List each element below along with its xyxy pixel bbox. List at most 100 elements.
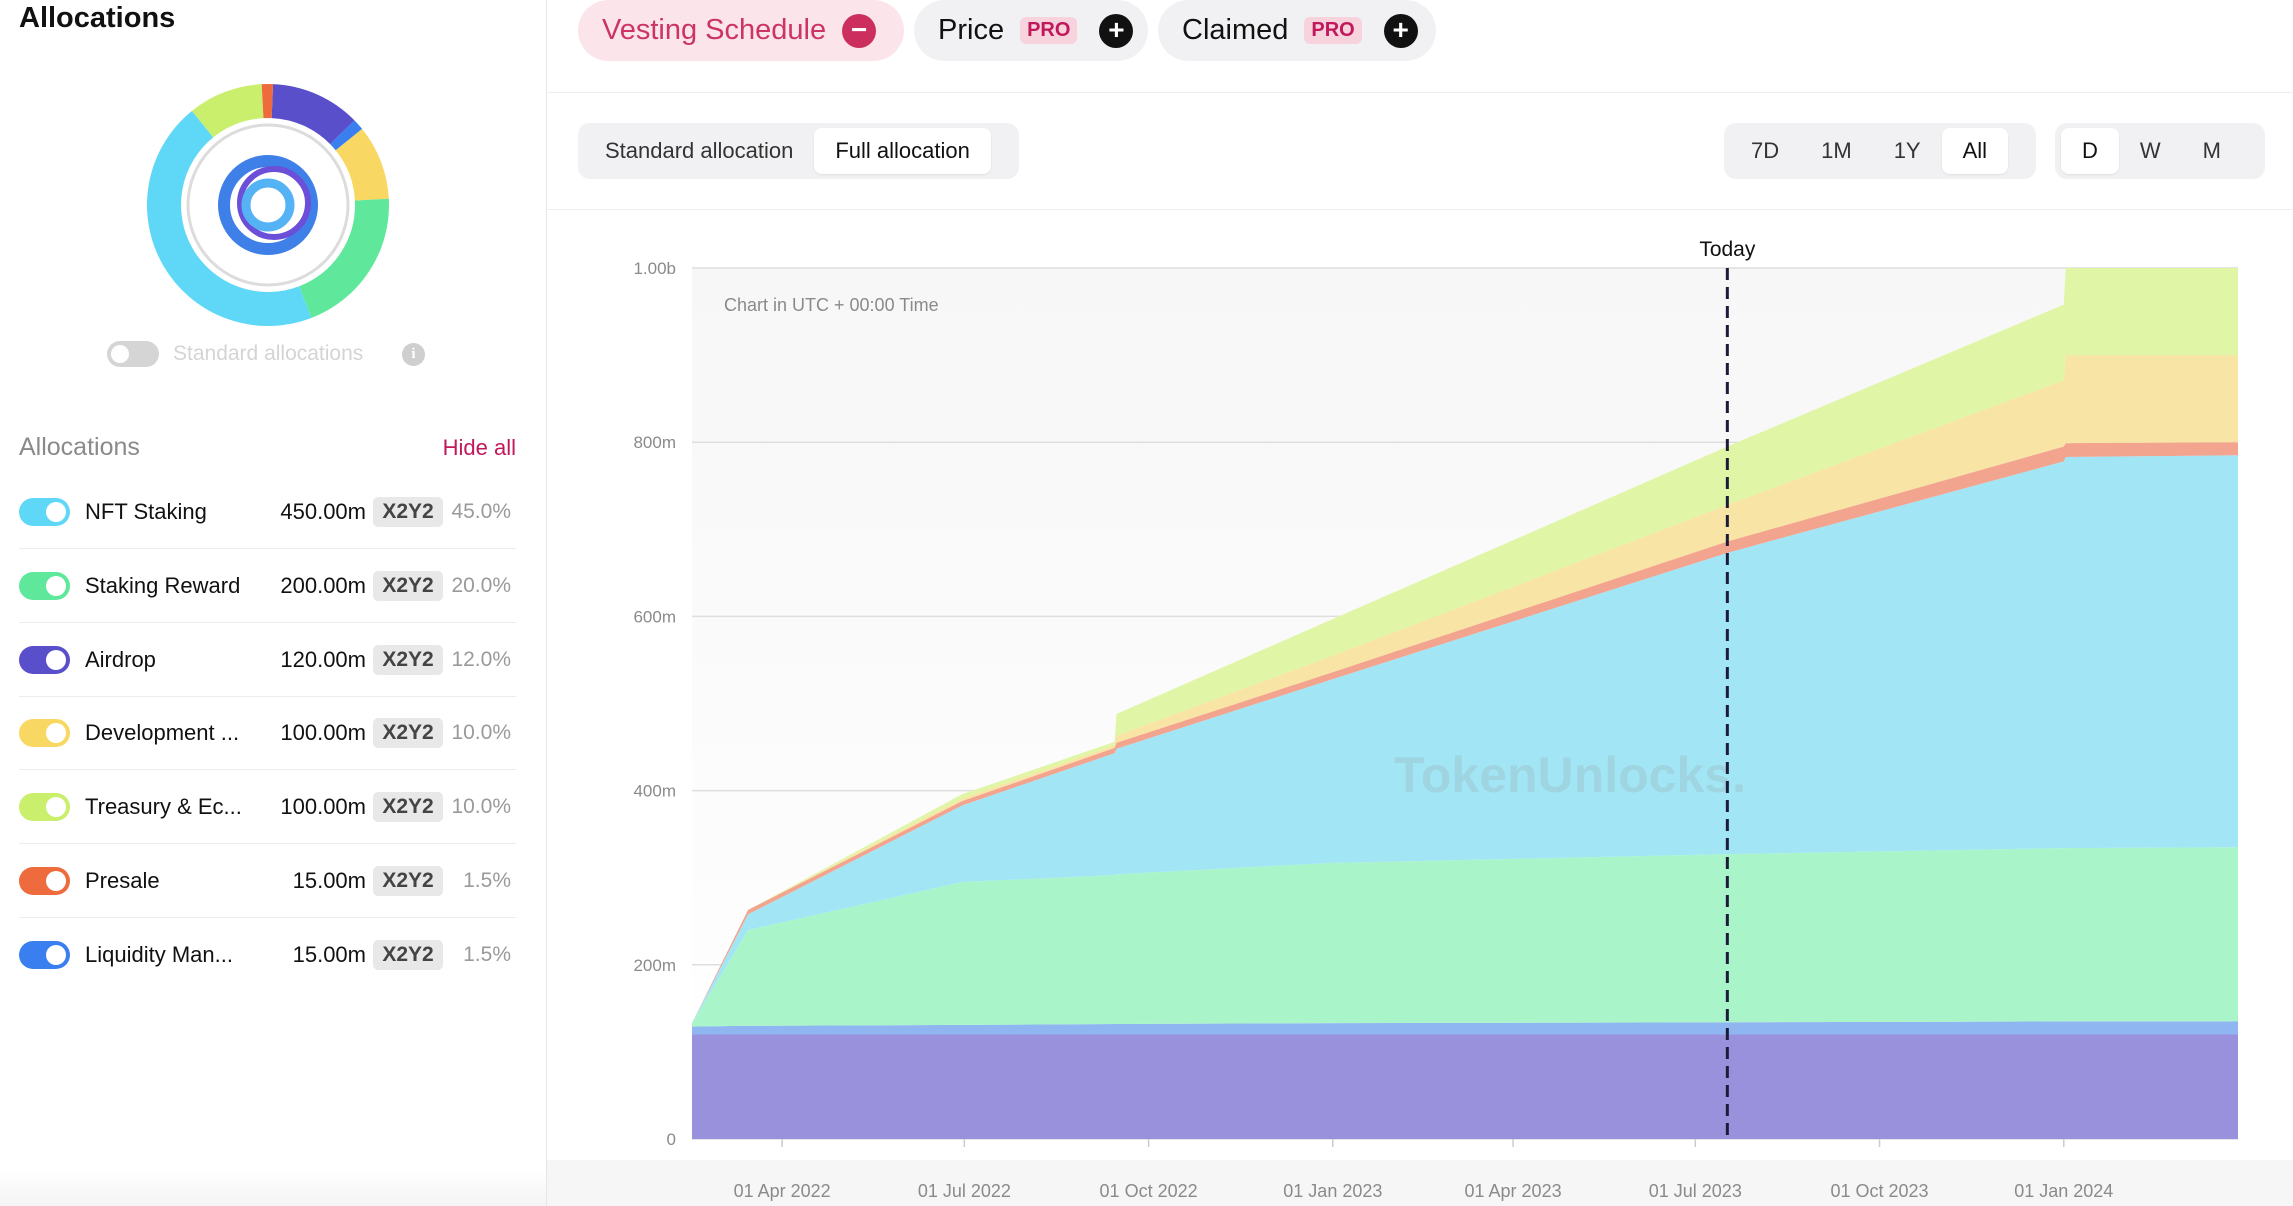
area [692,847,2238,1027]
tab-label: Vesting Schedule [602,14,827,46]
allocation-amount: 15.00m [292,941,366,967]
toggle-knob [46,797,66,818]
tab[interactable]: Vesting Schedule − [578,0,904,61]
row-divider [19,695,516,697]
toggle-knob [111,345,129,363]
donut-slice [271,84,355,145]
row-divider [19,621,516,623]
y-tick-label: 400m [633,782,676,801]
y-tick-label: 1.00b [633,259,676,278]
x-tick-label: 01 Oct 2023 [1830,1181,1928,1201]
token-badge: X2Y2 [373,497,443,527]
toolbar-button[interactable]: D [2061,128,2119,174]
allocation-share: 12.0% [451,647,511,671]
allocation-name: Presale [85,868,160,893]
toolbar-button[interactable]: Full allocation [814,128,991,174]
allocation-toggle[interactable] [19,498,70,526]
area [692,268,2238,1024]
allocation-name: Treasury & Ec... [85,794,242,820]
allocation-amount: 200.00m [280,572,366,598]
toolbar-button[interactable]: All [1941,128,2009,174]
allocation-share: 10.0% [451,721,511,745]
donut-slice [191,84,265,138]
x-tick-label: 01 Oct 2022 [1100,1181,1198,1201]
allocation-toggle[interactable] [19,645,70,674]
allocation-toggle[interactable] [19,867,70,895]
allocation-amount: 120.00m [280,646,366,672]
tabs-divider [547,92,2293,93]
allocation-share: 1.5% [463,942,511,966]
pro-badge: PRO [1020,17,1078,44]
donut-slice [147,110,312,326]
allocation-name: NFT Staking [85,499,207,524]
pro-badge: PRO [1304,17,1362,44]
allocation-amount: 100.00m [280,794,366,820]
donut-chart [147,84,389,326]
toggle-knob [46,502,66,522]
button-group: 7D 1M 1Y All [1724,123,2036,179]
sidebar-divider [546,0,547,1206]
area [692,355,2238,1024]
allocation-name: Staking Reward [85,572,241,598]
allocation-amount: 450.00m [280,499,366,524]
tab[interactable]: Claimed PRO + [1158,0,1436,61]
donut-slice [330,120,363,151]
info-icon[interactable]: i [402,343,425,366]
row-divider [19,917,516,918]
allocation-amount: 15.00m [292,868,366,893]
allocation-toggle[interactable] [19,793,70,822]
allocation-amount: 100.00m [280,720,366,746]
watermark: TokenUnlocks. [1394,747,1746,803]
standard-toggle[interactable] [107,341,159,367]
allocation-toggle[interactable] [19,571,70,600]
toolbar-button[interactable]: 7D [1751,138,1780,163]
y-tick-label: 600m [633,607,676,626]
toolbar-button[interactable]: Standard allocation [605,138,794,163]
tab-icon[interactable]: + [1099,13,1134,48]
token-badge: X2Y2 [373,792,443,823]
token-badge: X2Y2 [373,570,443,601]
allocation-share: 1.5% [463,869,511,892]
tab-label: Claimed [1182,14,1289,46]
toggle-knob [46,944,66,965]
chart: 0 200m 400m 600m 800m 1.00b 01 Apr 2022 01 Jul … [547,238,2293,1206]
token-badge: X2Y2 [373,939,443,970]
x-tick-label: 01 Jan 2024 [2014,1181,2113,1201]
toolbar-button[interactable]: W [2139,138,2161,163]
row-divider [19,843,516,845]
toggle-knob [46,649,66,670]
x-tick-label: 01 Apr 2022 [734,1181,831,1201]
toggle-knob [46,575,66,596]
tab-icon[interactable]: + [1383,13,1418,48]
x-tick-label: 01 Jul 2022 [918,1181,1011,1201]
y-tick-label: 800m [633,433,676,452]
donut-center [186,123,350,287]
bottom-fade [547,1160,2293,1206]
row-divider [19,548,516,549]
hide-all[interactable]: Hide all [442,435,516,460]
today-label: Today [1699,238,1756,261]
logo-ring [218,155,318,255]
token-badge: X2Y2 [373,718,443,749]
allocation-share: 10.0% [451,795,511,819]
allocation-name: Liquidity Man... [85,941,233,967]
tab-icon[interactable]: − [842,13,877,48]
allocation-name: Airdrop [85,646,156,672]
tab[interactable]: Price PRO + [914,0,1148,61]
token-badge: X2Y2 [373,644,443,675]
tab-label: Price [938,14,1005,46]
y-tick-label: 0 [667,1130,676,1149]
toolbar-button[interactable]: 1M [1821,138,1852,163]
toolbar-button[interactable]: 1Y [1893,138,1921,163]
donut-slice [335,128,389,202]
button-group: Standard allocation Full allocation [578,123,1019,179]
row-divider [19,769,516,771]
sidebar-title: Allocations [19,2,176,34]
list-title: Allocations [19,433,140,461]
donut-slice [298,198,389,318]
allocation-toggle[interactable] [19,719,70,748]
toolbar-button[interactable]: M [2202,138,2221,163]
allocation-toggle[interactable] [19,940,70,969]
allocation-name: Development ... [85,720,240,746]
